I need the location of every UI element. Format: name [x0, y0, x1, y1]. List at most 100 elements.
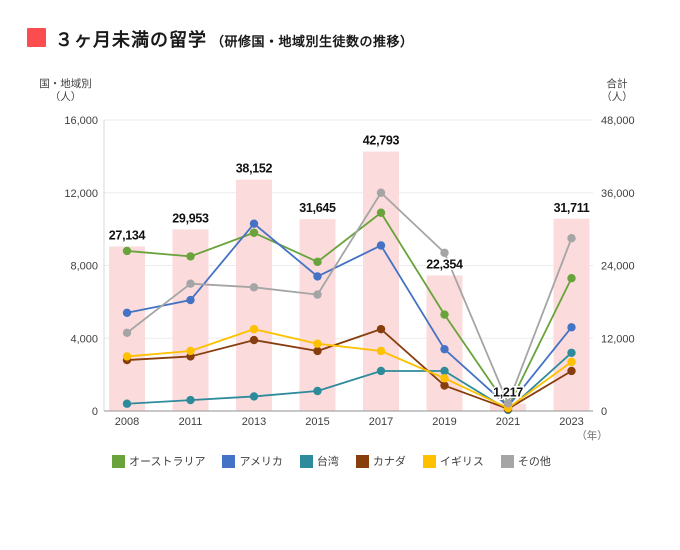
data-point-その他 — [313, 290, 322, 299]
data-point-イギリス — [440, 374, 449, 383]
data-point-オーストラリア — [186, 252, 195, 261]
legend-label: その他 — [517, 456, 551, 468]
data-point-その他 — [440, 248, 449, 257]
data-point-オーストラリア — [440, 310, 449, 319]
data-point-台湾 — [313, 386, 322, 396]
series-line-カナダ — [126, 328, 572, 410]
series-line-オーストラリア — [126, 211, 573, 409]
left-axis-title: 国・地域別 （人） — [28, 78, 103, 104]
legend-label: イギリス — [439, 456, 484, 468]
data-point-イギリス — [249, 324, 259, 334]
legend-label: カナダ — [372, 456, 406, 468]
left-tick-label: 4,000 — [70, 333, 98, 345]
series-line-イギリス — [126, 328, 573, 409]
legend-item-アメリカ: アメリカ — [222, 453, 283, 469]
data-point-台湾 — [376, 366, 386, 376]
data-point-オーストラリア — [376, 208, 386, 217]
data-point-アメリカ — [186, 295, 195, 305]
legend-item-その他: その他 — [500, 453, 551, 469]
legend-swatch — [222, 454, 236, 468]
legend-swatch — [112, 454, 125, 468]
data-point-アメリカ — [376, 241, 386, 250]
right-tick-label: 36,000 — [601, 188, 635, 200]
series-line-アメリカ — [126, 222, 573, 408]
right-tick-label: 12,000 — [601, 333, 635, 345]
data-point-オーストラリア — [249, 228, 259, 237]
bar-value-label: 1,217 — [493, 386, 523, 400]
left-axis-title-line2: （人） — [49, 91, 82, 103]
data-point-カナダ — [376, 324, 386, 334]
data-point-台湾 — [186, 395, 195, 405]
left-axis-title-line1: 国・地域別 — [39, 78, 92, 90]
title-accent-square — [27, 28, 46, 47]
data-point-カナダ — [249, 335, 259, 345]
left-tick-label: 12,000 — [64, 188, 98, 200]
right-axis-title-line1: 合計 — [606, 78, 628, 90]
x-tick-label: 2017 — [369, 416, 393, 428]
bar-value-label: 42,793 — [363, 134, 400, 148]
data-point-台湾 — [122, 399, 132, 408]
chart-header: ３ヶ月未満の留学 （研修国・地域別生徒数の推移） — [27, 26, 414, 52]
legend-item-カナダ: カナダ — [355, 453, 406, 469]
series-line-その他 — [126, 191, 573, 405]
legend: オーストラリア アメリカ 台湾 カナダ イギリス その他 — [112, 453, 551, 469]
legend-item-オーストラリア: オーストラリア — [112, 453, 205, 469]
data-point-カナダ — [313, 346, 322, 356]
x-tick-label: 2013 — [242, 416, 266, 428]
bar-value-label: 22,354 — [426, 257, 463, 271]
legend-item-イギリス: イギリス — [422, 453, 484, 469]
data-point-オーストラリア — [567, 274, 576, 283]
x-tick-label: 2011 — [179, 416, 203, 428]
total-bar — [553, 218, 590, 411]
data-point-カナダ — [567, 366, 576, 376]
left-tick-label: 8,000 — [70, 261, 98, 273]
x-tick-label: 2008 — [115, 416, 139, 428]
legend-label: 台湾 — [316, 456, 339, 468]
data-point-アメリカ — [440, 344, 449, 354]
right-tick-label: 24,000 — [601, 261, 635, 273]
data-point-アメリカ — [122, 308, 132, 317]
bar-value-label: 31,711 — [554, 201, 590, 215]
data-point-オーストラリア — [313, 257, 322, 267]
page-title: ３ヶ月未満の留学 — [55, 30, 207, 50]
x-tick-label: 2019 — [432, 416, 456, 428]
data-point-カナダ — [440, 381, 449, 390]
left-tick-label: 0 — [92, 406, 98, 418]
data-point-イギリス — [313, 339, 322, 348]
data-point-イギリス — [376, 346, 386, 356]
data-point-オーストラリア — [122, 246, 132, 256]
right-tick-label: 48,000 — [601, 115, 635, 127]
data-point-アメリカ — [249, 219, 259, 228]
legend-swatch — [422, 454, 436, 468]
x-tick-label: 2015 — [305, 416, 329, 428]
bar-value-label: 29,953 — [172, 211, 209, 225]
data-point-アメリカ — [567, 323, 576, 332]
data-point-その他 — [376, 188, 386, 197]
legend-swatch — [500, 454, 514, 468]
data-point-その他 — [249, 283, 259, 292]
bar-value-label: 31,645 — [299, 201, 336, 215]
page-subtitle: （研修国・地域別生徒数の推移） — [211, 34, 414, 49]
x-axis-unit-label: （年） — [576, 430, 608, 442]
legend-swatch — [299, 454, 313, 468]
bar-value-label: 27,134 — [109, 229, 146, 243]
data-point-その他 — [122, 328, 132, 337]
legend-swatch — [355, 454, 369, 468]
right-tick-label: 0 — [601, 406, 607, 418]
legend-label: アメリカ — [239, 456, 283, 468]
data-point-イギリス — [186, 346, 195, 356]
data-point-アメリカ — [313, 272, 322, 281]
data-point-イギリス — [122, 352, 132, 361]
right-axis-title-line2: （人） — [601, 91, 633, 103]
data-point-イギリス — [567, 357, 576, 367]
data-point-その他 — [567, 234, 576, 243]
right-axis-title: 合計 （人） — [588, 78, 646, 104]
x-tick-label: 2023 — [559, 416, 583, 428]
legend-label: オーストラリア — [129, 456, 206, 468]
left-tick-label: 16,000 — [64, 115, 98, 127]
data-point-台湾 — [249, 392, 259, 401]
data-point-その他 — [503, 399, 513, 408]
data-point-その他 — [186, 279, 195, 288]
